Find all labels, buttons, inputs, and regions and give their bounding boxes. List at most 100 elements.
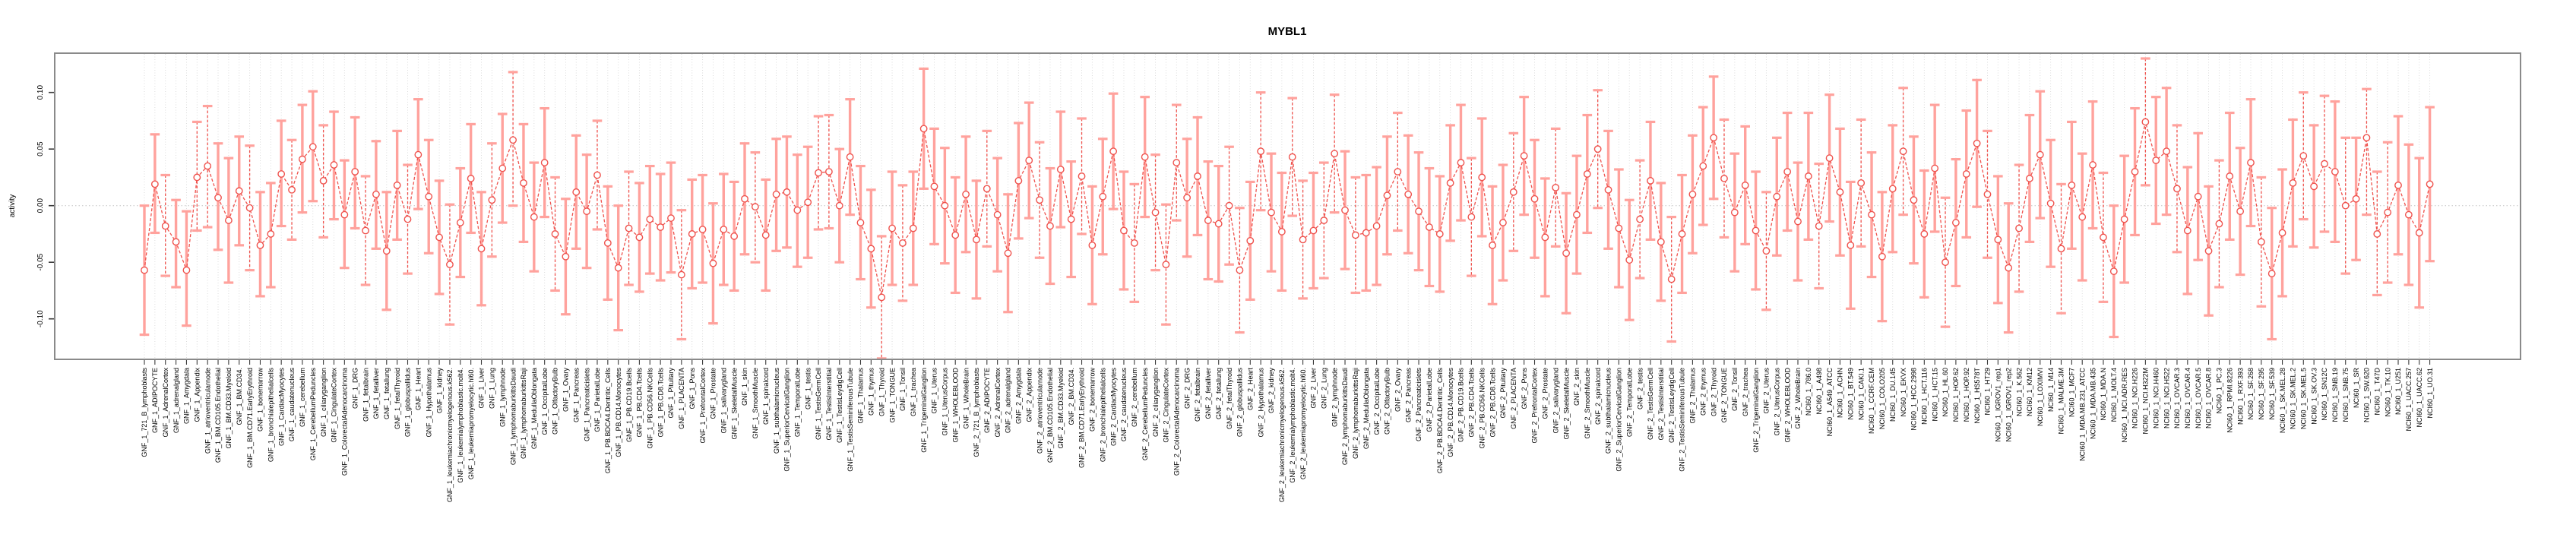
x-tick-label: GNF_2_Liver xyxy=(1310,368,1318,409)
x-tick-label: GNF_1_PB.CD56.NKCells xyxy=(646,368,653,449)
data-point xyxy=(403,215,412,223)
x-tick-label: GNF_2_thymus xyxy=(1699,368,1707,416)
data-point xyxy=(1625,256,1634,264)
x-tick-label: GNF_2_trachea xyxy=(1742,368,1749,416)
data-point xyxy=(2046,199,2055,207)
x-tick-label: GNF_2_adrenalgland xyxy=(1005,368,1012,433)
x-tick-label: NCI60_1_RPMI.8226 xyxy=(2226,368,2233,433)
x-tick-label: GNF_1_Amygdala xyxy=(183,368,191,424)
x-tick-label: GNF_2_PB.CD56.NKCells xyxy=(1478,368,1486,449)
data-point xyxy=(1341,206,1349,214)
x-tick-label: GNF_2_globuspallidus xyxy=(1236,368,1244,438)
x-tick-label: NCI60_1_SK.OV.3 xyxy=(2310,368,2318,425)
data-point xyxy=(1773,192,1781,201)
data-point xyxy=(2352,194,2360,203)
data-point xyxy=(1162,261,1170,269)
x-tick-label: GNF_2_CerebellumPeduncles xyxy=(1141,368,1149,461)
data-point xyxy=(509,136,517,144)
x-tick-label: GNF_2_PB.CD14.Monocytes xyxy=(1447,368,1454,457)
x-tick-label: GNF_2_DRG xyxy=(1183,368,1191,409)
data-point xyxy=(941,201,949,210)
data-point xyxy=(256,241,264,249)
x-tick-label: GNF_2_ParietalLobe xyxy=(1426,368,1433,432)
x-tick-label: GNF_1_PB.CD4.Tcells xyxy=(636,368,644,438)
data-point xyxy=(1183,194,1191,202)
x-tick-label: GNF_1_fetallung xyxy=(383,368,391,419)
data-point xyxy=(330,161,338,169)
data-point xyxy=(425,192,433,201)
x-tick-label: GNF_2_caudatenucleus xyxy=(1120,368,1128,442)
data-point xyxy=(1931,164,1939,172)
data-point xyxy=(1593,145,1602,153)
x-tick-label: GNF_2_MedullaOblongata xyxy=(1362,368,1370,449)
x-tick-label: GNF_1_Liver xyxy=(478,368,486,409)
x-tick-label: GNF_1_PB.CD14.Monocytes xyxy=(615,368,622,457)
x-tick-label: NCI60_1_SF.539 xyxy=(2268,368,2276,420)
y-axis-label: activity xyxy=(8,194,17,218)
data-point xyxy=(899,239,907,247)
x-tick-label: NCI60_1_MALME.3M xyxy=(2058,368,2065,435)
data-point xyxy=(1225,201,1233,210)
data-point xyxy=(572,188,581,196)
data-point xyxy=(2141,118,2150,126)
x-tick-label: GNF_2_Prostate xyxy=(1542,368,1549,419)
x-tick-label: NCI60_1_HCT.116 xyxy=(1921,368,1929,425)
data-point xyxy=(2331,168,2339,175)
x-tick-label: GNF_1_MedullaOblongata xyxy=(530,368,538,449)
data-point xyxy=(141,266,148,274)
data-point xyxy=(983,185,991,193)
data-point xyxy=(540,159,549,166)
data-point xyxy=(2163,147,2171,156)
x-tick-label: NCI60_1_SK.MEL.2 xyxy=(2290,368,2297,429)
x-tick-label: NCI60_1_K.562 xyxy=(2015,368,2023,416)
x-tick-label: GNF_2_kidney xyxy=(1267,368,1275,414)
x-tick-label: NCI60_1_SF.295 xyxy=(2258,368,2265,420)
x-tick-label: GNF_2_TestisSeminiferousTubule xyxy=(1679,368,1686,472)
x-tick-label: GNF_1_Pancreas xyxy=(572,368,580,423)
data-point xyxy=(298,155,306,163)
data-point xyxy=(1794,217,1802,226)
data-point xyxy=(593,171,601,179)
x-tick-label: GNF_1_BM.CD71.EarlyErythroid xyxy=(246,368,254,468)
data-point xyxy=(1920,230,1929,238)
data-point xyxy=(962,190,970,198)
x-tick-label: GNF_1_TestisSeminiferousTubule xyxy=(847,368,854,472)
data-point xyxy=(2173,185,2181,193)
x-tick-label: GNF_2_Thalamus xyxy=(1689,368,1697,424)
x-tick-label: GNF_1_cerebellum xyxy=(299,368,306,427)
data-point xyxy=(2068,181,2076,189)
x-tick-label: GNF_2_fetallung xyxy=(1215,368,1223,419)
x-tick-label: GNF_1_OccipitalLobe xyxy=(541,368,549,435)
x-tick-label: GNF_2_Tonsil xyxy=(1731,368,1739,411)
data-point xyxy=(1415,207,1422,216)
data-point xyxy=(2131,168,2139,175)
x-tick-label: GNF_1_thymus xyxy=(868,368,875,416)
x-tick-label: GNF_2_skin xyxy=(1573,368,1581,406)
x-tick-label: GNF_1_TestisGermCell xyxy=(815,368,822,440)
data-point xyxy=(888,224,896,232)
x-tick-label: NCI60_1_HOP.62 xyxy=(1952,368,1960,422)
x-tick-label: GNF_2_ADIPOCYTE xyxy=(983,368,991,433)
data-point xyxy=(1467,213,1476,221)
data-point xyxy=(1004,249,1012,258)
data-point xyxy=(224,217,233,224)
x-tick-label: GNF_2_WHOLEBLOOD xyxy=(1783,368,1791,443)
x-tick-label: GNF_2_PB.BDCA4.Dentritic_Cells xyxy=(1436,368,1444,474)
x-tick-label: GNF_1_TONGUE xyxy=(888,368,896,422)
x-tick-label: GNF_2_Pons xyxy=(1521,368,1528,409)
x-tick-label: NCI60_1_IGROV1_rep2 xyxy=(2005,368,2012,442)
data-point xyxy=(1530,194,1539,203)
x-tick-label: NCI60_1_ACHN xyxy=(1837,368,1844,418)
x-tick-label: GNF_2_TestisGermCell xyxy=(1647,368,1654,440)
data-point xyxy=(1962,170,1970,178)
x-tick-label: NCI60_1_MOLT.4 xyxy=(2110,368,2118,422)
data-point xyxy=(2152,157,2160,165)
x-tick-label: GNF_2_SuperiorCervicalGanglion xyxy=(1616,368,1623,472)
data-point xyxy=(530,213,538,221)
data-point xyxy=(2183,226,2191,235)
x-tick-label: GNF_1_CingulateCortex xyxy=(331,368,338,443)
x-tick-label: NCI60_1_OVCAR.5 xyxy=(2195,368,2202,428)
x-tick-label: GNF_2_salivarygland xyxy=(1552,368,1559,434)
data-point xyxy=(1288,153,1296,161)
